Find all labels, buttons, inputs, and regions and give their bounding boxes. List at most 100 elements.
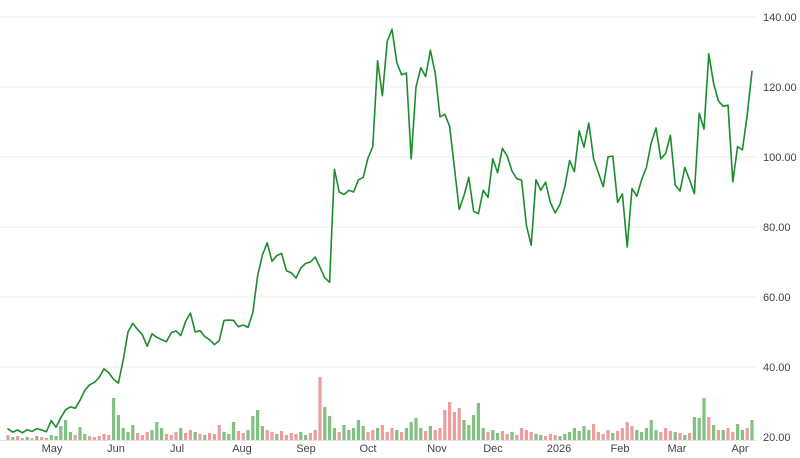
volume-bar bbox=[150, 430, 154, 440]
volume-bar bbox=[467, 425, 471, 440]
volume-bar bbox=[505, 434, 509, 440]
volume-bar bbox=[659, 432, 663, 440]
volume-bar bbox=[160, 428, 164, 440]
volume-bar bbox=[188, 430, 192, 440]
volume-bar bbox=[592, 424, 596, 440]
volume-bar bbox=[491, 430, 495, 440]
volume-bar bbox=[424, 431, 428, 440]
volume-bar bbox=[68, 432, 72, 440]
volume-bar bbox=[203, 435, 207, 440]
volume-bar bbox=[140, 435, 144, 440]
volume-bar bbox=[673, 432, 677, 440]
volume-bar bbox=[337, 432, 341, 440]
volume-bar bbox=[404, 428, 408, 440]
volume-bar bbox=[49, 435, 53, 440]
volume-bar bbox=[736, 424, 740, 440]
volume-bar bbox=[731, 432, 735, 440]
volume-bar bbox=[539, 435, 543, 440]
volume-bar bbox=[409, 422, 413, 440]
volume-bar bbox=[716, 430, 720, 440]
volume-bar bbox=[534, 434, 538, 440]
volume-bar bbox=[457, 408, 461, 440]
volume-bar bbox=[443, 410, 447, 440]
volume-bar bbox=[217, 425, 221, 440]
volume-bar bbox=[452, 412, 456, 440]
volume-bar bbox=[668, 431, 672, 440]
volume-bar bbox=[92, 437, 96, 440]
volume-bar bbox=[630, 426, 634, 440]
volume-bar bbox=[683, 435, 687, 440]
volume-bar bbox=[740, 430, 744, 440]
x-tick-label: May bbox=[42, 443, 63, 455]
volume-bar bbox=[25, 437, 29, 440]
volume-bar bbox=[174, 432, 178, 440]
volume-bar bbox=[721, 430, 725, 440]
volume-bar bbox=[265, 430, 269, 440]
y-tick-label: 100.00 bbox=[763, 152, 797, 164]
volume-bar bbox=[620, 428, 624, 440]
volume-bar bbox=[356, 420, 360, 440]
volume-bar bbox=[582, 426, 586, 440]
volume-bar bbox=[35, 436, 39, 440]
volume-bar bbox=[164, 434, 168, 440]
volume-bar bbox=[347, 430, 351, 440]
price-line bbox=[7, 28, 753, 434]
volume-bar bbox=[20, 438, 24, 440]
volume-bar bbox=[270, 432, 274, 440]
x-tick-label: Nov bbox=[427, 443, 447, 455]
volume-bar bbox=[678, 433, 682, 440]
volume-bar bbox=[462, 420, 466, 440]
volume-bar bbox=[688, 433, 692, 440]
volume-bar bbox=[712, 425, 716, 440]
volume-bar bbox=[193, 432, 197, 440]
volume-bar bbox=[476, 403, 480, 440]
volume-bar bbox=[328, 416, 332, 440]
y-tick-label: 60.00 bbox=[763, 292, 791, 304]
volume-bar bbox=[380, 425, 384, 440]
volume-bar bbox=[212, 434, 216, 440]
volume-bar bbox=[40, 437, 44, 440]
volume-bar bbox=[414, 418, 418, 440]
volume-bar bbox=[419, 428, 423, 440]
volume-bar bbox=[232, 422, 236, 440]
volume-bar bbox=[16, 436, 20, 440]
volume-bar bbox=[121, 428, 125, 440]
volume-bar bbox=[544, 436, 548, 440]
volume-bar bbox=[251, 416, 255, 440]
volume-bar bbox=[54, 436, 58, 440]
y-tick-label: 40.00 bbox=[763, 362, 791, 374]
volume-bar bbox=[131, 425, 135, 440]
volume-bar bbox=[644, 428, 648, 440]
volume-bar bbox=[616, 431, 620, 440]
volume-bar bbox=[572, 428, 576, 440]
volume-bar bbox=[649, 420, 653, 440]
volume-bar bbox=[524, 430, 528, 440]
volume-bar bbox=[112, 398, 116, 440]
volume-bar bbox=[611, 433, 615, 440]
volume-bar bbox=[64, 420, 68, 440]
volume-bar bbox=[126, 432, 130, 440]
volume-bar bbox=[601, 434, 605, 440]
volume-bar bbox=[246, 430, 250, 440]
volume-bar bbox=[481, 428, 485, 440]
x-tick-label: Mar bbox=[668, 443, 687, 455]
volume-bar bbox=[222, 432, 226, 440]
volume-bar bbox=[438, 428, 442, 440]
x-tick-label: Sep bbox=[296, 443, 316, 455]
volume-bar bbox=[726, 428, 730, 440]
volume-bar bbox=[136, 433, 140, 440]
volume-bar bbox=[88, 436, 92, 440]
volume-bar bbox=[664, 428, 668, 440]
volume-bar bbox=[59, 426, 63, 440]
y-tick-label: 80.00 bbox=[763, 222, 791, 234]
volume-bar bbox=[6, 435, 10, 440]
volume-bar bbox=[745, 428, 749, 440]
volume-bar bbox=[280, 431, 284, 440]
volume-bar bbox=[332, 428, 336, 440]
volume-bar bbox=[750, 420, 754, 440]
volume-bar bbox=[169, 435, 173, 440]
volume-bar bbox=[256, 410, 260, 440]
volume-bar bbox=[284, 435, 288, 440]
y-tick-label: 120.00 bbox=[763, 82, 797, 94]
